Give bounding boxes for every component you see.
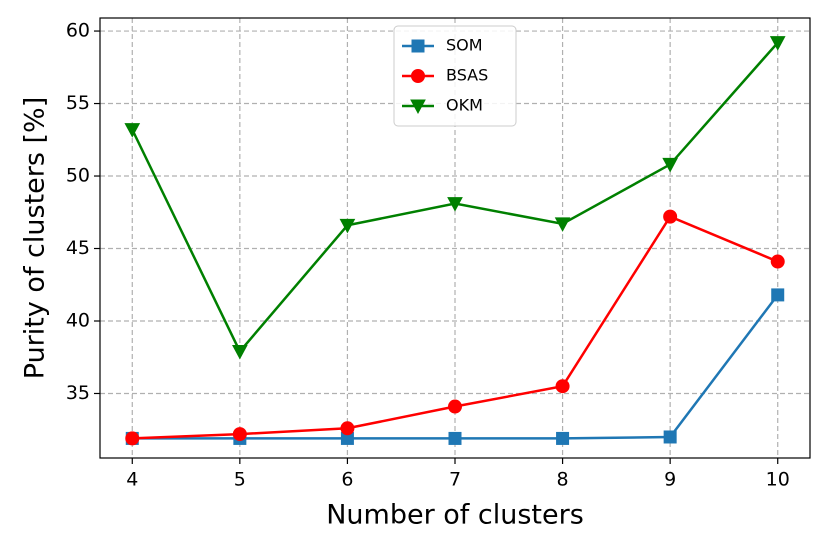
legend-label: BSAS bbox=[446, 66, 488, 85]
marker bbox=[555, 379, 570, 394]
marker bbox=[339, 218, 356, 234]
y-tick-label: 50 bbox=[66, 165, 90, 187]
legend-label: SOM bbox=[446, 36, 483, 55]
marker bbox=[769, 36, 786, 51]
x-tick-label: 9 bbox=[664, 469, 676, 491]
marker bbox=[124, 123, 141, 138]
marker bbox=[410, 99, 426, 115]
x-tick-label: 5 bbox=[234, 469, 246, 491]
marker bbox=[125, 431, 140, 446]
x-axis-label: Number of clusters bbox=[326, 500, 584, 531]
marker bbox=[447, 197, 463, 212]
legend: SOM BSAS OKM bbox=[393, 25, 517, 127]
y-axis-label: Purity of clusters [%] bbox=[20, 97, 51, 379]
marker bbox=[411, 39, 425, 53]
y-tick-label: 35 bbox=[66, 382, 90, 404]
y-tick-label: 45 bbox=[66, 237, 90, 259]
y-tick-label: 55 bbox=[66, 92, 90, 114]
x-tick-label: 10 bbox=[766, 469, 790, 491]
marker bbox=[448, 399, 462, 414]
legend-label: OKM bbox=[446, 96, 483, 115]
marker bbox=[232, 344, 248, 360]
marker bbox=[232, 427, 247, 442]
marker bbox=[411, 69, 425, 83]
x-tick-label: 6 bbox=[341, 469, 353, 491]
x-tick-label: 7 bbox=[449, 469, 461, 491]
x-tick-label: 4 bbox=[126, 469, 138, 491]
x-tick-label: 8 bbox=[557, 469, 569, 491]
marker bbox=[554, 217, 571, 232]
marker bbox=[556, 431, 570, 445]
marker bbox=[663, 430, 677, 444]
marker bbox=[771, 288, 785, 302]
y-tick-label: 40 bbox=[66, 309, 90, 331]
marker bbox=[770, 254, 785, 269]
y-tick-label: 60 bbox=[66, 20, 90, 42]
marker bbox=[663, 209, 678, 224]
marker bbox=[662, 157, 678, 173]
marker bbox=[340, 421, 355, 436]
marker bbox=[448, 431, 462, 445]
plot-frame bbox=[99, 17, 811, 459]
